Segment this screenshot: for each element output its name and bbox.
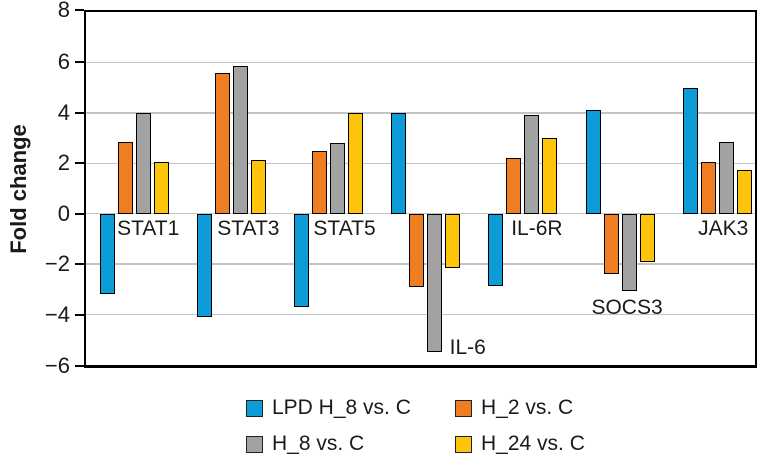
legend-label: H_24 vs. C [481, 432, 585, 455]
bar [348, 112, 364, 214]
legend-item: H_2 vs. C [455, 396, 585, 420]
category-label: STAT3 [217, 216, 280, 240]
bar [294, 213, 310, 307]
legend-swatch [246, 399, 263, 417]
y-axis-tick [75, 61, 84, 64]
legend-label: H_8 vs. C [272, 432, 365, 455]
category-label: STAT1 [117, 216, 180, 240]
y-axis-tick [75, 9, 84, 11]
legend-swatch [455, 435, 472, 453]
legend-swatch [455, 399, 472, 417]
y-axis-tick-label: 0 [57, 200, 70, 226]
gridline [86, 313, 755, 316]
bar [99, 213, 115, 295]
legend-label: LPD H_8 vs. C [272, 396, 411, 419]
bar [488, 213, 504, 286]
legend: LPD H_8 vs. C H_2 vs. C H_8 vs. C H_24 vs. … [246, 396, 585, 456]
bar [524, 115, 540, 214]
y-axis-tick-label: −4 [44, 301, 70, 327]
y-axis-tick [75, 162, 84, 165]
legend-swatch [246, 435, 263, 453]
bar [736, 169, 752, 214]
category-label: STAT5 [313, 216, 376, 240]
y-axis-tick [75, 365, 84, 367]
bar [391, 112, 407, 214]
bar [409, 213, 425, 287]
y-axis-tick-label: −2 [44, 251, 70, 277]
y-axis-tick [75, 313, 84, 316]
bar [542, 138, 558, 214]
legend-item: H_8 vs. C [246, 432, 455, 456]
bar [330, 143, 346, 214]
y-axis-tick-label: 4 [57, 99, 70, 125]
bar [639, 213, 655, 262]
bar [427, 213, 443, 353]
category-label: IL-6R [511, 216, 563, 240]
bar [700, 162, 716, 214]
bar [250, 159, 266, 214]
y-axis-tick [75, 263, 84, 266]
bar [232, 66, 248, 214]
bar [445, 213, 461, 268]
bar [603, 213, 619, 275]
bar [718, 141, 734, 214]
bar [214, 72, 230, 214]
legend-item: H_24 vs. C [455, 432, 585, 456]
y-axis-tick-label: 2 [57, 150, 70, 176]
y-axis-tick [75, 212, 84, 215]
bar [585, 110, 601, 214]
plot-area: STAT1 STAT3 STAT5 IL-6 IL-6R SOCS3 JAK3 [84, 10, 757, 368]
legend-item: LPD H_8 vs. C [246, 396, 455, 420]
bar [506, 158, 522, 214]
bar [153, 162, 169, 214]
y-axis-tick-label: −6 [44, 353, 70, 378]
category-label: SOCS3 [591, 295, 663, 319]
gridline [86, 112, 755, 114]
y-axis-tick-label: 8 [57, 0, 70, 22]
bar [682, 87, 698, 214]
category-label: JAK3 [698, 216, 749, 240]
bar [621, 213, 637, 291]
legend-label: H_2 vs. C [481, 396, 574, 419]
bar [117, 141, 133, 214]
y-axis-tick [75, 111, 84, 114]
gridline [86, 61, 755, 64]
bar [312, 150, 328, 214]
y-axis-tick-label: 6 [57, 49, 70, 75]
gridline [86, 162, 755, 165]
bar [196, 213, 212, 318]
category-label: IL-6 [449, 336, 486, 359]
bar [135, 112, 151, 214]
